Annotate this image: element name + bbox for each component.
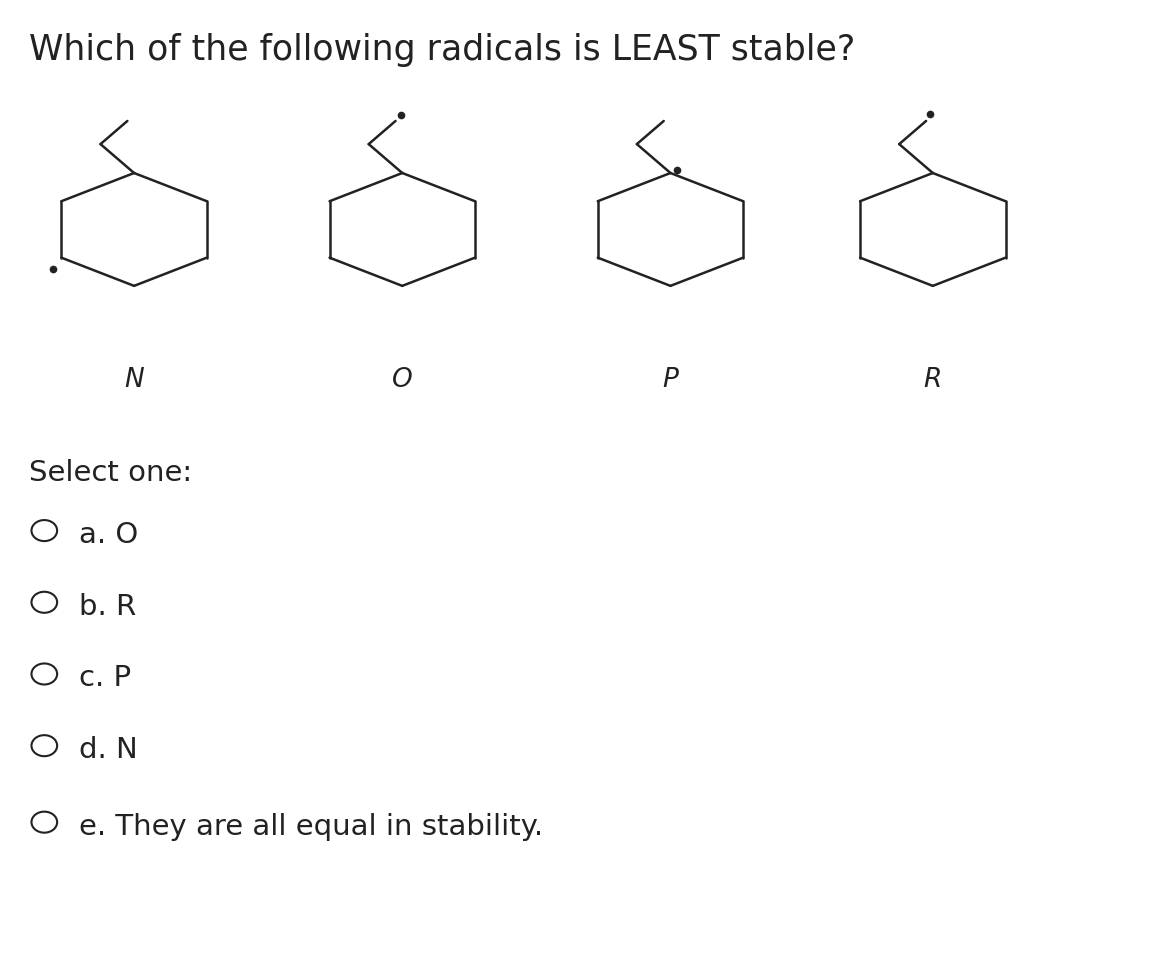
Text: b. R: b. R <box>79 593 136 620</box>
Text: a. O: a. O <box>79 521 139 549</box>
Text: e. They are all equal in stability.: e. They are all equal in stability. <box>79 813 543 840</box>
Text: O: O <box>392 367 413 393</box>
Text: d. N: d. N <box>79 736 138 764</box>
Text: Which of the following radicals is LEAST stable?: Which of the following radicals is LEAST… <box>29 33 856 68</box>
Text: Select one:: Select one: <box>29 459 192 487</box>
Text: P: P <box>662 367 679 393</box>
Text: R: R <box>923 367 942 393</box>
Text: c. P: c. P <box>79 664 132 692</box>
Text: N: N <box>125 367 143 393</box>
